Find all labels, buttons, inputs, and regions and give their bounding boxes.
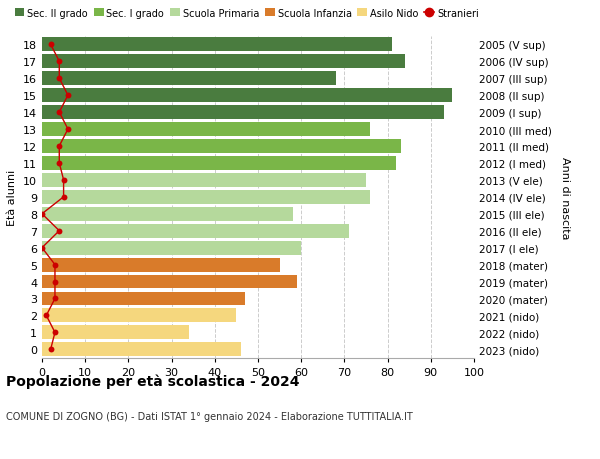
Bar — [42, 157, 396, 170]
Bar — [42, 309, 236, 323]
Bar — [42, 224, 349, 238]
Point — [63, 126, 73, 134]
Point — [37, 245, 47, 252]
Bar — [42, 326, 189, 340]
Point — [55, 160, 64, 167]
Point — [63, 92, 73, 100]
Point — [50, 329, 60, 336]
Text: COMUNE DI ZOGNO (BG) - Dati ISTAT 1° gennaio 2024 - Elaborazione TUTTITALIA.IT: COMUNE DI ZOGNO (BG) - Dati ISTAT 1° gen… — [6, 411, 413, 421]
Bar — [42, 140, 401, 154]
Point — [55, 109, 64, 117]
Bar — [42, 258, 280, 272]
Point — [41, 312, 51, 319]
Bar — [42, 190, 370, 204]
Point — [59, 177, 68, 184]
Bar — [42, 174, 366, 187]
Bar — [42, 292, 245, 306]
Bar — [42, 275, 297, 289]
Point — [50, 295, 60, 302]
Point — [55, 58, 64, 66]
Bar — [42, 241, 301, 255]
Point — [55, 228, 64, 235]
Point — [46, 41, 55, 49]
Point — [55, 75, 64, 83]
Bar — [42, 123, 370, 137]
Y-axis label: Età alunni: Età alunni — [7, 169, 17, 225]
Bar — [42, 207, 293, 221]
Bar — [42, 55, 405, 69]
Y-axis label: Anni di nascita: Anni di nascita — [560, 156, 570, 239]
Point — [59, 194, 68, 201]
Point — [50, 261, 60, 269]
Bar — [42, 89, 452, 103]
Legend: Sec. II grado, Sec. I grado, Scuola Primaria, Scuola Infanzia, Asilo Nido, Stran: Sec. II grado, Sec. I grado, Scuola Prim… — [11, 5, 482, 22]
Point — [37, 211, 47, 218]
Bar — [42, 72, 336, 86]
Bar — [42, 38, 392, 52]
Bar — [42, 342, 241, 357]
Point — [55, 143, 64, 150]
Point — [50, 278, 60, 285]
Text: Popolazione per età scolastica - 2024: Popolazione per età scolastica - 2024 — [6, 374, 299, 389]
Bar — [42, 106, 444, 120]
Point — [46, 346, 55, 353]
